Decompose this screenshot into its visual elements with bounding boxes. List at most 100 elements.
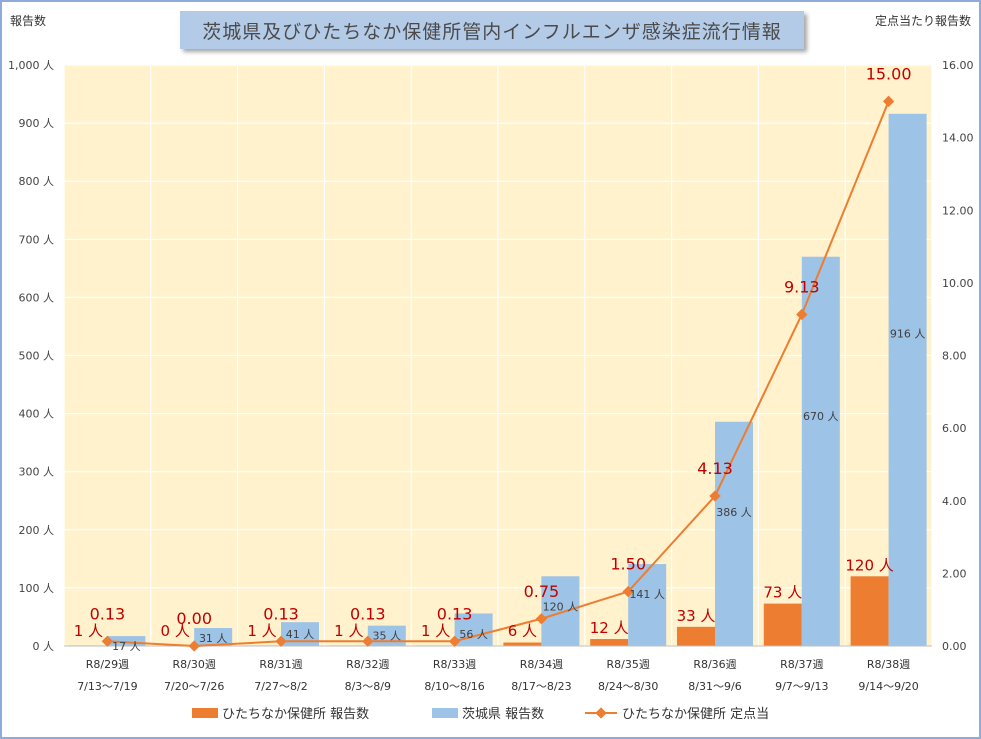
y-tick-label: 200 人	[19, 524, 55, 537]
y2-tick-label: 10.00	[942, 277, 974, 290]
y-tick-label: 400 人	[19, 408, 55, 421]
bar-hitachinaka	[850, 576, 889, 646]
bar-ibaraki	[281, 622, 319, 646]
x-tick-sublabel: 9/14～9/20	[858, 680, 918, 693]
label-ibaraki: 916 人	[890, 327, 926, 340]
y2-tick-label: 2.00	[942, 567, 967, 580]
x-tick-label: R8/38週	[867, 658, 910, 671]
label-hitachinaka: 120 人	[845, 556, 893, 574]
label-hitachinaka: 73 人	[763, 584, 802, 602]
legend-label-hitachinaka: ひたちなか保健所 報告数	[222, 707, 369, 722]
label-hitachinaka: 1 人	[74, 622, 103, 640]
x-tick-label: R8/30週	[173, 658, 216, 671]
x-tick-sublabel: 9/7～9/13	[775, 680, 828, 693]
y-tick-label: 1,000 人	[8, 59, 54, 72]
label-ibaraki: 41 人	[286, 628, 315, 641]
x-tick-label: R8/31週	[259, 658, 302, 671]
y2-tick-label: 16.00	[942, 59, 974, 72]
label-teitenatari: 1.50	[610, 555, 646, 574]
y2-tick-label: 14.00	[942, 132, 974, 145]
line-marker	[622, 585, 634, 598]
x-tick-sublabel: 7/27～8/2	[254, 680, 307, 693]
bar-hitachinaka	[763, 603, 802, 646]
chart-title: 茨城県及びひたちなか保健所管内インフルエンザ感染症流行情報	[180, 11, 804, 49]
label-hitachinaka: 0 人	[161, 622, 190, 640]
label-ibaraki: 17 人	[112, 640, 141, 653]
label-ibaraki: 35 人	[373, 630, 402, 643]
bar-ibaraki	[194, 627, 233, 646]
line-marker	[709, 490, 721, 502]
label-teitenatari: 9.13	[784, 277, 820, 296]
label-ibaraki: 670 人	[803, 410, 839, 423]
legend-swatch-hitachinaka	[192, 708, 218, 718]
y-tick-label: 600 人	[19, 291, 55, 304]
bar-ibaraki	[628, 564, 667, 646]
label-hitachinaka: 33 人	[677, 607, 716, 625]
bar-ibaraki	[888, 113, 927, 646]
y2-tick-label: 4.00	[942, 495, 967, 508]
line-marker	[362, 635, 374, 647]
y-tick-label: 300 人	[19, 466, 55, 479]
x-tick-label: R8/35週	[607, 658, 650, 671]
label-teitenatari: 0.13	[263, 604, 299, 623]
line-marker	[796, 308, 808, 321]
y-tick-label: 800 人	[19, 175, 55, 188]
legend-swatch-marker	[595, 707, 607, 719]
x-tick-sublabel: 8/24～8/30	[598, 680, 658, 693]
x-tick-sublabel: 8/10～8/16	[424, 680, 484, 693]
label-teitenatari: 0.75	[524, 582, 560, 601]
label-teitenatari: 15.00	[866, 64, 912, 83]
label-teitenatari: 0.13	[350, 604, 386, 623]
line-marker	[188, 640, 200, 652]
bar-ibaraki	[541, 576, 580, 646]
line-marker	[535, 613, 548, 625]
x-tick-label: R8/36週	[693, 658, 736, 671]
y2-tick-label: 8.00	[942, 350, 967, 363]
y-tick-label: 900 人	[19, 117, 55, 130]
bar-ibaraki	[801, 256, 840, 646]
y2-tick-label: 12.00	[942, 204, 974, 217]
label-teitenatari: 0.13	[90, 604, 126, 623]
line-teitenatari	[107, 100, 890, 648]
x-tick-label: R8/34週	[520, 658, 563, 671]
line-marker	[275, 635, 287, 647]
label-hitachinaka: 1 人	[334, 622, 363, 640]
label-teitenatari: 4.13	[697, 459, 733, 478]
label-ibaraki: 56 人	[459, 628, 488, 641]
x-tick-label: R8/32週	[346, 658, 389, 671]
label-hitachinaka: 1 人	[247, 622, 276, 640]
x-tick-label: R8/37週	[780, 658, 823, 671]
label-hitachinaka: 1 人	[421, 622, 450, 640]
bar-hitachinaka	[677, 626, 715, 646]
legend-swatch-ibaraki	[432, 708, 458, 718]
bar-ibaraki	[107, 636, 146, 646]
y-tick-label: 700 人	[19, 233, 55, 246]
x-tick-sublabel: 7/20～7/26	[164, 680, 224, 693]
line-marker	[448, 635, 461, 647]
label-teitenatari: 0.13	[437, 604, 473, 623]
x-tick-label: R8/33週	[433, 658, 476, 671]
x-tick-sublabel: 8/31～9/6	[688, 680, 741, 693]
right-axis-title: 定点当たり報告数	[874, 14, 971, 28]
y2-tick-label: 6.00	[942, 422, 967, 435]
left-axis-title: 報告数	[10, 14, 47, 28]
x-tick-sublabel: 7/13～7/19	[77, 680, 137, 693]
label-teitenatari: 0.00	[176, 609, 212, 628]
bar-hitachinaka	[503, 642, 542, 646]
y-tick-label: 0 人	[33, 640, 55, 653]
label-ibaraki: 141 人	[629, 588, 665, 601]
label-ibaraki: 120 人	[543, 600, 579, 613]
x-tick-sublabel: 8/3～8/9	[345, 680, 391, 693]
label-ibaraki: 386 人	[716, 506, 752, 519]
y2-tick-label: 0.00	[942, 640, 967, 653]
label-ibaraki: 31 人	[199, 632, 228, 645]
y-tick-label: 500 人	[19, 350, 55, 363]
y-tick-label: 100 人	[19, 582, 55, 595]
label-hitachinaka: 6 人	[508, 622, 537, 640]
x-tick-sublabel: 8/17～8/23	[511, 680, 571, 693]
x-tick-label: R8/29週	[86, 658, 129, 671]
bar-hitachinaka	[590, 639, 629, 646]
legend-label-teitenatari: ひたちなか保健所 定点当	[622, 707, 769, 722]
